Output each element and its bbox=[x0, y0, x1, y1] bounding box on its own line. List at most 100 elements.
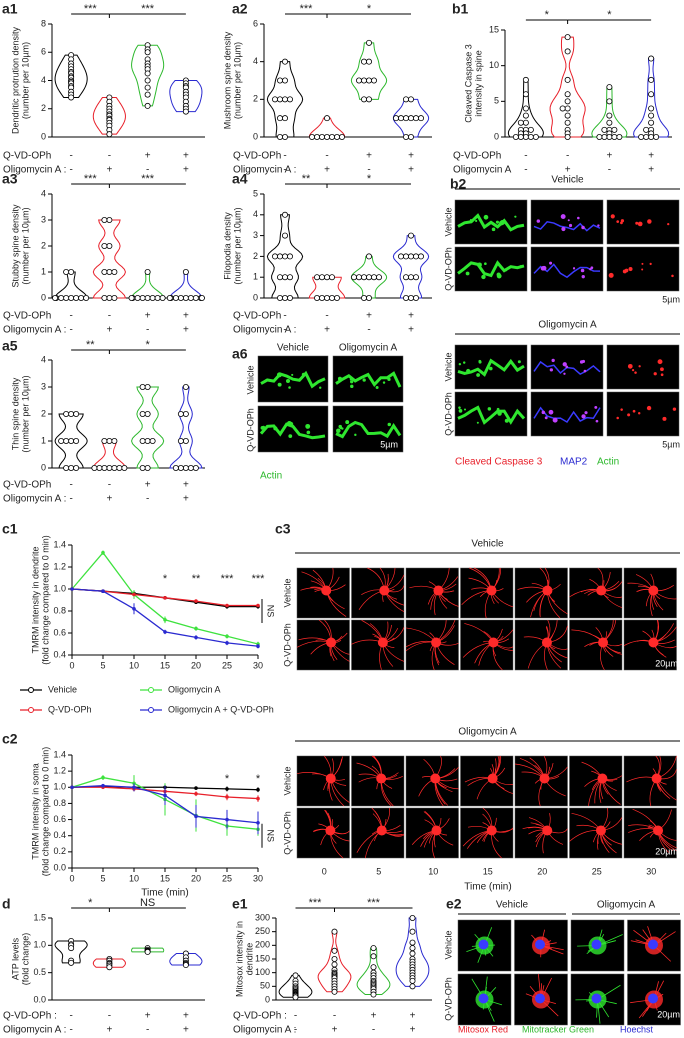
data-point bbox=[370, 991, 377, 998]
y-tick-label: 0.8 bbox=[53, 605, 66, 615]
x-tick-label: 15 bbox=[160, 873, 170, 883]
violin bbox=[169, 271, 203, 299]
row-label: Q-VD-OPh bbox=[282, 623, 292, 667]
significance-label: * bbox=[145, 339, 150, 351]
time-label: 30 bbox=[646, 866, 656, 876]
data-point bbox=[225, 603, 229, 608]
condition-sign: + bbox=[332, 1025, 338, 1036]
data-point bbox=[360, 77, 367, 84]
condition-label: Oligomycin A : bbox=[3, 325, 66, 336]
data-point bbox=[564, 48, 571, 55]
data-point bbox=[360, 274, 367, 281]
data-point bbox=[323, 115, 330, 122]
condition-sign: + bbox=[324, 165, 330, 176]
data-point bbox=[101, 216, 108, 223]
condition-sign: + bbox=[324, 325, 330, 336]
y-axis-label: Mushroom spine density bbox=[222, 31, 232, 129]
puncta bbox=[260, 426, 265, 430]
violin bbox=[169, 80, 203, 113]
data-point bbox=[333, 294, 340, 301]
soma bbox=[653, 825, 664, 836]
dendrite bbox=[533, 406, 601, 424]
data-point bbox=[276, 77, 283, 84]
puncta bbox=[580, 268, 585, 273]
significance-label: *** bbox=[309, 897, 323, 909]
micrograph bbox=[606, 344, 680, 390]
data-point bbox=[68, 268, 75, 275]
data-point bbox=[606, 98, 613, 105]
data-point bbox=[365, 274, 372, 281]
puncta bbox=[496, 272, 501, 277]
puncta bbox=[672, 407, 677, 411]
condition-sign: + bbox=[410, 1011, 416, 1022]
violin bbox=[131, 947, 165, 953]
legend-label: Vehicle bbox=[48, 684, 77, 694]
time-label: 25 bbox=[592, 866, 602, 876]
puncta bbox=[285, 378, 291, 383]
data-point bbox=[182, 437, 189, 444]
data-point bbox=[313, 294, 320, 301]
scale-bar-label: 20µm bbox=[657, 1009, 680, 1019]
violin bbox=[54, 271, 88, 299]
y-axis-label: (number per 10µm) bbox=[20, 207, 30, 284]
data-point bbox=[192, 464, 199, 471]
data-point bbox=[338, 133, 345, 140]
soma bbox=[376, 825, 387, 836]
y-tick-label: 1 bbox=[253, 272, 258, 282]
data-point bbox=[106, 216, 113, 223]
condition-label: Oligomycin A : bbox=[3, 1025, 66, 1036]
puncta bbox=[477, 262, 482, 268]
puncta bbox=[637, 221, 643, 227]
violin bbox=[350, 255, 388, 299]
y-axis-label: Cleaved Caspase 3 bbox=[463, 44, 473, 123]
condition-sign: + bbox=[106, 165, 112, 176]
puncta bbox=[620, 408, 623, 411]
micrograph-bg bbox=[606, 344, 680, 390]
panel-label: c3 bbox=[275, 521, 291, 537]
micrograph bbox=[530, 344, 604, 390]
data-point bbox=[194, 599, 198, 603]
violin bbox=[131, 386, 165, 469]
puncta bbox=[638, 365, 641, 368]
data-point bbox=[101, 294, 108, 301]
puncta bbox=[565, 365, 569, 369]
soma bbox=[377, 637, 388, 648]
puncta bbox=[597, 224, 600, 227]
data-point bbox=[198, 294, 205, 301]
violin bbox=[549, 36, 586, 138]
puncta bbox=[519, 265, 523, 269]
data-point bbox=[281, 232, 288, 239]
data-point bbox=[111, 268, 118, 275]
condition-sign: - bbox=[524, 165, 527, 176]
y-tick-label: 150 bbox=[255, 953, 270, 963]
data-point bbox=[106, 437, 113, 444]
data-point bbox=[101, 783, 105, 788]
micrograph bbox=[606, 246, 680, 292]
x-tick-label: 10 bbox=[129, 873, 139, 883]
stain-label: MAP2 bbox=[560, 457, 588, 468]
puncta bbox=[458, 409, 463, 413]
dendrite bbox=[457, 213, 525, 232]
stain-label: Actin bbox=[260, 471, 282, 482]
puncta bbox=[560, 214, 566, 220]
puncta bbox=[581, 359, 586, 364]
condition-sign: + bbox=[366, 311, 372, 322]
data-point bbox=[96, 464, 103, 471]
data-point bbox=[318, 133, 325, 140]
data-point bbox=[318, 294, 325, 301]
row-label: Q-VD-OPh bbox=[443, 392, 453, 436]
legend-marker bbox=[28, 707, 34, 713]
y-axis-label: Mitosox intensity in bbox=[234, 921, 244, 997]
group-header: Vehicle bbox=[471, 539, 504, 550]
soma bbox=[486, 585, 497, 596]
micrograph bbox=[530, 391, 604, 437]
data-point bbox=[132, 592, 136, 597]
data-point bbox=[522, 105, 529, 112]
puncta bbox=[581, 414, 586, 419]
row-label: Vehicle bbox=[443, 930, 453, 959]
data-point bbox=[106, 242, 113, 249]
violin bbox=[130, 271, 165, 299]
data-point bbox=[144, 410, 151, 417]
micrograph-bg bbox=[454, 246, 528, 292]
data-point bbox=[111, 294, 118, 301]
